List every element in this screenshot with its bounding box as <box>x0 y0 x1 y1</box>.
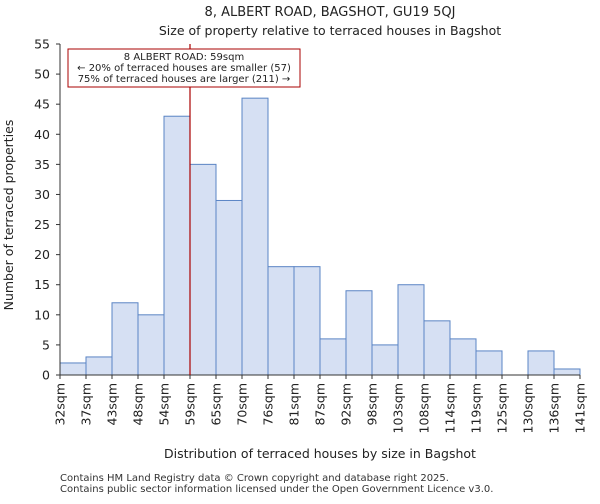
annotation-line-3: 75% of terraced houses are larger (211) … <box>78 74 291 85</box>
x-tick-label-125sqm: 125sqm <box>495 383 510 433</box>
x-tick-label-114sqm: 114sqm <box>443 383 458 433</box>
y-tick-label-40: 40 <box>34 127 50 142</box>
bar-32sqm <box>59 362 87 376</box>
y-tick-label-15: 15 <box>34 277 50 292</box>
x-tick-label-48sqm: 48sqm <box>131 383 146 426</box>
y-tick-label-55: 55 <box>34 37 50 52</box>
bar-136sqm <box>553 368 581 376</box>
y-tick-label-35: 35 <box>34 157 50 172</box>
x-tick-label-76sqm: 76sqm <box>261 383 276 426</box>
chart-subtitle: Size of property relative to terraced ho… <box>159 23 501 38</box>
y-tick-label-45: 45 <box>34 97 50 112</box>
y-tick-label-10: 10 <box>34 307 50 322</box>
x-tick-label-37sqm: 37sqm <box>79 383 94 426</box>
y-tick-label-25: 25 <box>34 217 50 232</box>
x-tick-label-59sqm: 59sqm <box>183 383 198 426</box>
x-tick-label-141sqm: 141sqm <box>573 383 588 433</box>
x-tick-label-81sqm: 81sqm <box>287 383 302 426</box>
x-tick-label-87sqm: 87sqm <box>313 383 328 426</box>
bar-98sqm <box>371 344 399 376</box>
y-axis-label: Number of terraced properties <box>1 120 16 311</box>
annotation-line-1: 8 ALBERT ROAD: 59sqm <box>124 52 244 63</box>
annotation-box <box>67 48 301 88</box>
footer-line-2: Contains public sector information licen… <box>60 484 494 495</box>
footer-line-1: Contains HM Land Registry data © Crown c… <box>60 473 449 484</box>
bar-54sqm <box>163 115 191 376</box>
x-tick-label-136sqm: 136sqm <box>547 383 562 433</box>
x-tick-label-65sqm: 65sqm <box>209 383 224 426</box>
bar-87sqm <box>319 338 347 376</box>
x-tick-label-119sqm: 119sqm <box>469 383 484 433</box>
bar-130sqm <box>527 350 555 376</box>
bar-70sqm <box>241 97 269 376</box>
x-tick-label-98sqm: 98sqm <box>365 383 380 426</box>
bar-81sqm <box>293 266 321 376</box>
y-tick-label-50: 50 <box>34 67 50 82</box>
bar-65sqm <box>215 199 243 376</box>
bar-108sqm <box>423 320 451 376</box>
y-tick-label-0: 0 <box>42 368 50 383</box>
bar-76sqm <box>267 266 295 376</box>
x-tick-label-108sqm: 108sqm <box>417 383 432 433</box>
bar-103sqm <box>397 284 425 376</box>
bar-92sqm <box>345 290 373 376</box>
bar-59sqm <box>189 163 217 376</box>
chart-title: 8, ALBERT ROAD, BAGSHOT, GU19 5QJ <box>205 5 456 20</box>
bar-43sqm <box>111 302 139 376</box>
y-tick-label-5: 5 <box>42 337 50 352</box>
x-tick-label-103sqm: 103sqm <box>391 383 406 433</box>
annotation-line-2: ← 20% of terraced houses are smaller (57… <box>77 63 291 74</box>
y-tick-label-30: 30 <box>34 187 50 202</box>
y-tick-label-20: 20 <box>34 247 50 262</box>
x-axis-label: Distribution of terraced houses by size … <box>164 446 476 461</box>
x-tick-label-92sqm: 92sqm <box>339 383 354 426</box>
bar-37sqm <box>85 356 113 376</box>
x-tick-label-130sqm: 130sqm <box>521 383 536 433</box>
x-tick-label-43sqm: 43sqm <box>105 383 120 426</box>
x-tick-label-70sqm: 70sqm <box>235 383 250 426</box>
x-tick-label-54sqm: 54sqm <box>157 383 172 426</box>
bar-114sqm <box>449 338 477 376</box>
bar-48sqm <box>137 314 165 376</box>
bar-119sqm <box>475 350 503 376</box>
x-tick-label-32sqm: 32sqm <box>53 383 68 426</box>
